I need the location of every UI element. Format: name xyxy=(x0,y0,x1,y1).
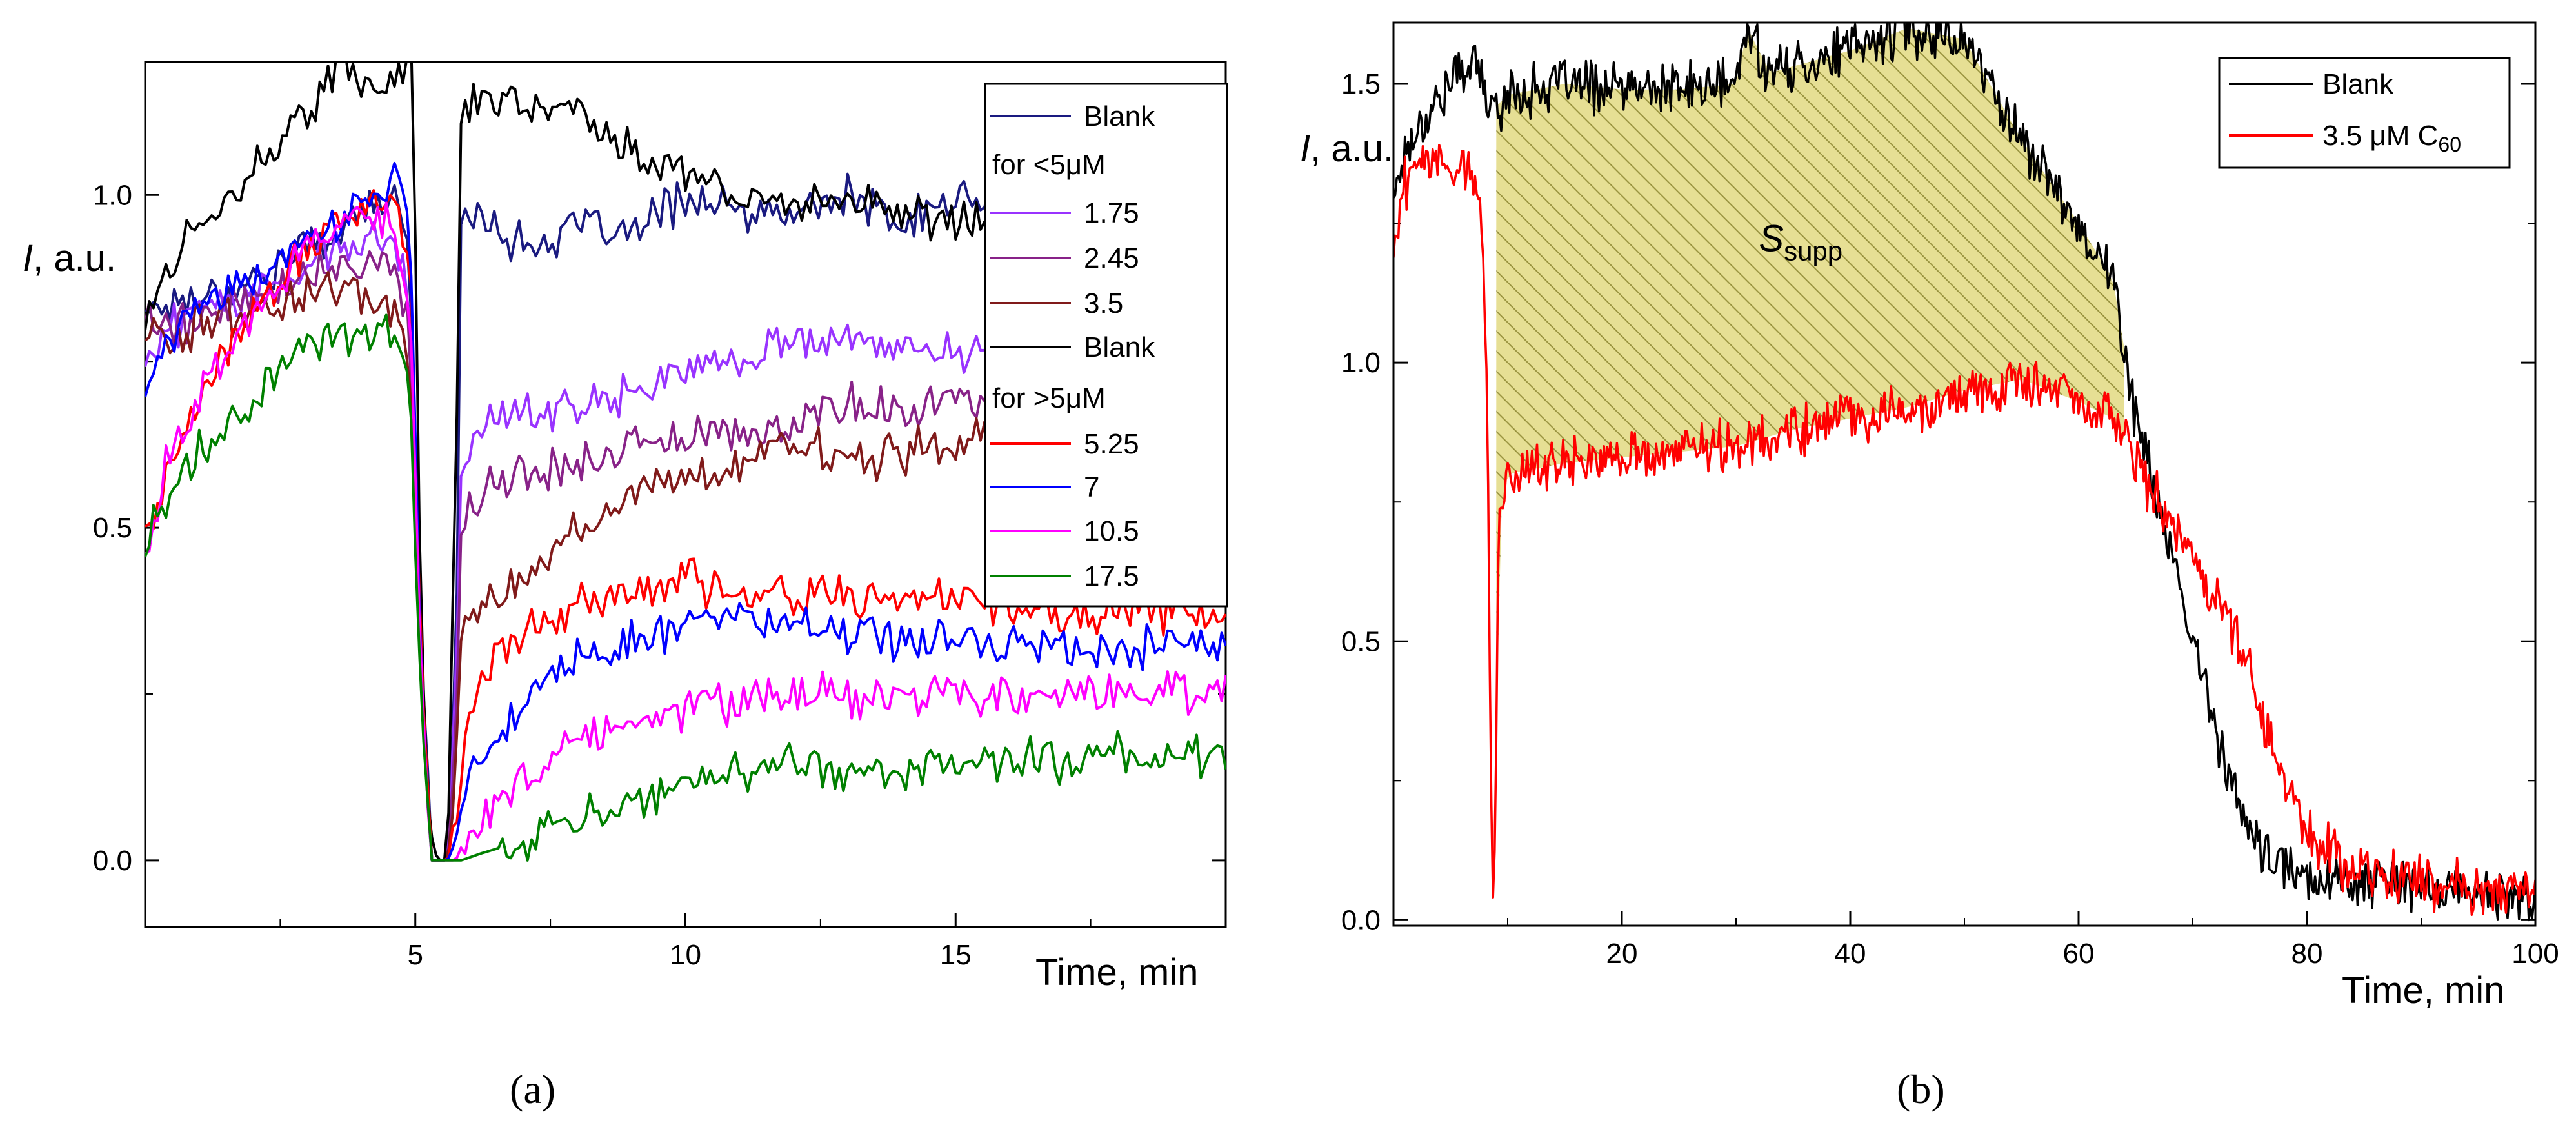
legend-header: for >5μM xyxy=(992,383,1106,414)
x-tick-label: 10 xyxy=(670,939,701,971)
y-tick-label: 0.5 xyxy=(93,512,132,544)
series-line xyxy=(145,201,1226,862)
legend-label: Blank xyxy=(2322,68,2394,100)
y-tick-label: 1.5 xyxy=(1341,68,1381,100)
x-tick-label: 60 xyxy=(2063,938,2095,969)
x-tick-labels-a: 5 10 15 xyxy=(408,939,972,971)
y-axis-unit-b: , a.u. xyxy=(1310,128,1393,170)
x-tick-labels-b: 20 40 60 80 100 xyxy=(1606,938,2559,969)
legend-label: Blank xyxy=(1084,101,1155,132)
legend-a: Blank for <5μM 1.75 2.45 3.5 Blank for >… xyxy=(984,83,1228,608)
legend-label: 3.5 μM C60 xyxy=(2322,120,2461,156)
y-tick-label: 0.5 xyxy=(1341,626,1381,657)
legend-label: 2.45 xyxy=(1084,243,1139,274)
legend-b: Blank 3.5 μM C60 xyxy=(2218,57,2511,169)
y-tick-labels-a: 0.0 0.5 1.0 xyxy=(93,179,132,877)
series-line xyxy=(145,161,1226,862)
panel-label-b: (b) xyxy=(1897,1066,1945,1112)
y-axis-unit-a: , a.u. xyxy=(33,237,116,279)
legend-label: 3.5 xyxy=(1084,288,1123,319)
panel-label-a: (a) xyxy=(510,1066,555,1112)
s-supp-subscript: supp xyxy=(1784,235,1842,266)
tick-marks-b xyxy=(1393,83,2537,926)
legend-box-a xyxy=(984,83,1228,608)
x-tick-label: 5 xyxy=(408,939,423,971)
legend-label-main: 3.5 μM C xyxy=(2322,120,2438,152)
series-group-b xyxy=(1393,23,2535,922)
x-tick-label: 15 xyxy=(940,939,972,971)
shaded-area-s-supp xyxy=(1496,28,2124,725)
legend-label: 1.75 xyxy=(1084,197,1139,229)
legend-label: 5.25 xyxy=(1084,428,1139,460)
x-axis-label-a: Time, min xyxy=(1035,951,1198,993)
panel-b: 20 40 60 80 100 0.0 0.5 1.0 1.5 Time, mi… xyxy=(1300,21,2559,1112)
plot-frame-b xyxy=(1392,21,2537,927)
y-axis-label-a: I, a.u. xyxy=(23,237,116,279)
y-tick-label: 0.0 xyxy=(93,845,132,877)
y-tick-label: 1.0 xyxy=(1341,347,1381,379)
legend-label: Blank xyxy=(1084,332,1155,363)
x-tick-label: 80 xyxy=(2291,938,2323,969)
legend-box-b xyxy=(2218,57,2511,169)
series-line xyxy=(145,313,1226,862)
y-tick-labels-b: 0.0 0.5 1.0 1.5 xyxy=(1341,68,1381,936)
x-tick-label: 20 xyxy=(1606,938,1638,969)
x-tick-label: 40 xyxy=(1835,938,1866,969)
y-axis-var-b: I xyxy=(1300,128,1310,170)
shaded-area xyxy=(1496,28,2124,725)
s-supp-annotation: Ssupp xyxy=(1759,217,1842,266)
y-axis-label-b: I, a.u. xyxy=(1300,128,1393,170)
y-tick-label: 1.0 xyxy=(93,179,132,211)
s-supp-symbol: S xyxy=(1759,217,1784,259)
legend-header: for <5μM xyxy=(992,149,1106,181)
x-axis-label-b: Time, min xyxy=(2342,969,2504,1011)
x-tick-label: 100 xyxy=(2511,938,2559,969)
y-axis-var-a: I xyxy=(23,237,33,279)
legend-label: 10.5 xyxy=(1084,515,1139,547)
legend-label: 17.5 xyxy=(1084,561,1139,592)
series-line xyxy=(1393,143,2535,916)
y-tick-label: 0.0 xyxy=(1341,904,1381,936)
legend-label-subscript: 60 xyxy=(2438,133,2461,156)
series-line xyxy=(1393,23,2535,922)
legend-label: 7 xyxy=(1084,472,1099,503)
panel-a: 5 10 15 0.0 0.5 1.0 Time, min I, a.u. Bl… xyxy=(23,61,1228,1112)
